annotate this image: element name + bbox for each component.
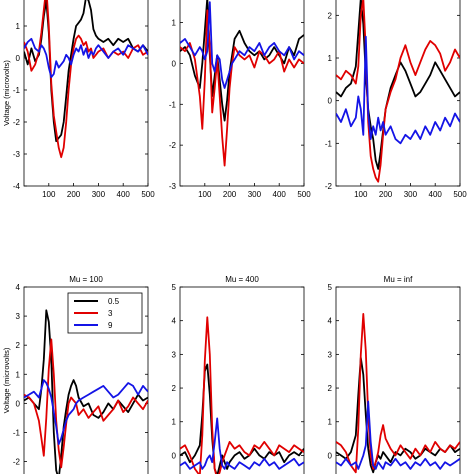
legend-label: 3 — [108, 309, 113, 318]
y-tick-label: 1 — [16, 370, 21, 379]
series-line-3 — [180, 316, 304, 474]
legend-label: 0.5 — [108, 297, 120, 306]
x-tick-label: 100 — [354, 190, 368, 199]
series-group — [336, 312, 460, 474]
y-axis-label: Voltage (microvolts) — [2, 60, 11, 126]
series-line-3 — [24, 338, 148, 469]
x-tick-label: 500 — [297, 190, 311, 199]
x-tick-label: 500 — [141, 190, 155, 199]
panel-title: Mu = 400 — [225, 275, 259, 284]
x-tick-label: 500 — [453, 190, 467, 199]
y-tick-label: 3 — [328, 350, 333, 359]
x-tick-label: 400 — [273, 190, 287, 199]
x-tick-label: 200 — [379, 190, 393, 199]
series-line-3 — [336, 0, 460, 183]
y-tick-label: 0 — [16, 399, 21, 408]
series-line-9 — [24, 37, 148, 79]
y-tick-label: 1 — [16, 22, 21, 31]
series-group — [336, 0, 460, 183]
legend-label: 9 — [108, 321, 113, 330]
y-tick-label: -1 — [325, 139, 333, 148]
y-tick-label: 4 — [172, 317, 177, 326]
series-line-9 — [336, 35, 460, 145]
y-tick-label: -1 — [169, 100, 177, 109]
chart-panel-3: -2 -1 0 1 2 100 200 300 400 500 — [325, 0, 467, 199]
series-line-3 — [180, 9, 304, 167]
y-tick-label: -2 — [13, 118, 21, 127]
chart-panel-2: -3 -2 -1 0 1 100 200 300 400 500 — [169, 0, 311, 199]
x-tick-label: 100 — [42, 190, 56, 199]
x-tick-label: 200 — [67, 190, 81, 199]
x-tick-label: 200 — [223, 190, 237, 199]
chart-panel-4: -2 -1 0 1 2 3 4 Voltage (microvolts) Mu = 100 0.5… — [2, 275, 149, 474]
y-axis-label: Voltage (microvolts) — [2, 347, 11, 413]
series-line-9 — [336, 400, 460, 470]
x-tick-label: 100 — [198, 190, 212, 199]
y-tick-label: 2 — [16, 341, 21, 350]
chart-panel-5: 0 1 2 3 4 5 Mu = 400 — [172, 275, 305, 474]
legend: 0.5 3 9 — [67, 292, 143, 334]
y-tick-label: -2 — [169, 141, 177, 150]
axes-box — [23, 0, 149, 187]
y-tick-label: -2 — [13, 458, 21, 467]
y-tick-label: 0 — [328, 451, 333, 460]
y-tick-label: 2 — [172, 384, 177, 393]
y-tick-label: 1 — [172, 19, 177, 28]
y-tick-label: -3 — [13, 150, 21, 159]
x-tick-label: 400 — [429, 190, 443, 199]
y-tick-label: -2 — [325, 182, 333, 191]
panel-title: Mu = inf — [384, 275, 413, 284]
series-line-9 — [180, 417, 304, 470]
series-group — [180, 316, 304, 474]
y-tick-label: 3 — [16, 312, 21, 321]
y-tick-label: 0 — [172, 451, 177, 460]
y-tick-label: -3 — [169, 182, 177, 191]
series-group — [24, 0, 148, 159]
y-tick-label: 4 — [16, 283, 21, 292]
y-tick-label: 5 — [172, 283, 177, 292]
y-tick-label: 1 — [172, 418, 177, 427]
x-tick-label: 300 — [92, 190, 106, 199]
x-tick-label: 300 — [248, 190, 262, 199]
x-tick-label: 300 — [404, 190, 418, 199]
axes-box — [179, 0, 305, 187]
series-line-3 — [336, 312, 460, 474]
y-tick-label: 1 — [328, 418, 333, 427]
series-line-0.5 — [24, 309, 148, 474]
y-tick-label: 2 — [328, 11, 333, 20]
series-line-3 — [24, 0, 148, 159]
series-group — [180, 0, 304, 167]
chart-panel-6: 0 1 2 3 4 5 Mu = inf — [328, 275, 461, 474]
y-tick-label: 4 — [328, 317, 333, 326]
y-tick-label: 1 — [328, 54, 333, 63]
series-line-9 — [24, 379, 148, 446]
axes-box — [335, 286, 461, 474]
y-tick-label: 0 — [328, 97, 333, 106]
series-line-0.5 — [24, 0, 148, 143]
axes-box — [335, 0, 461, 187]
y-tick-label: 2 — [328, 384, 333, 393]
y-tick-label: 3 — [172, 350, 177, 359]
panel-title: Mu = 100 — [69, 275, 103, 284]
series-line-9 — [180, 1, 304, 89]
y-tick-label: 0 — [16, 54, 21, 63]
series-line-0.5 — [336, 356, 460, 474]
series-group — [24, 309, 148, 474]
y-tick-label: -1 — [13, 86, 21, 95]
y-tick-label: -1 — [13, 428, 21, 437]
y-tick-label: -4 — [13, 182, 21, 191]
chart-panel-1: -4 -3 -2 -1 0 1 100 200 300 400 500 Voltage (microv… — [2, 0, 155, 199]
y-tick-label: 0 — [172, 59, 177, 68]
x-tick-label: 400 — [117, 190, 131, 199]
y-tick-label: 5 — [328, 283, 333, 292]
